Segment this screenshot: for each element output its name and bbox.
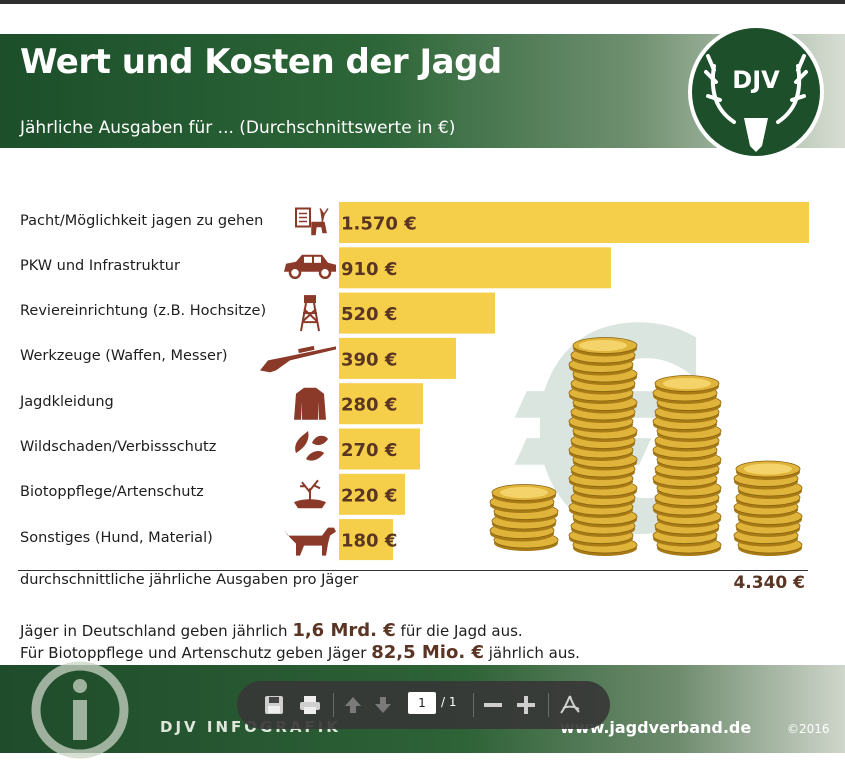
bar-4: [339, 337, 456, 379]
zoom-out-icon: [484, 703, 502, 707]
bar-8: [339, 519, 393, 561]
bar-7: [339, 473, 405, 515]
fact-line-2: Für Biotoppflege und Artenschutz geben J…: [20, 642, 580, 663]
bar-value-label-3: 520 €: [341, 304, 397, 325]
toolbar-separator: [548, 693, 549, 717]
bar-6: [339, 428, 420, 470]
bar-3: [339, 292, 495, 334]
footer-copyright: ©2016: [787, 722, 830, 736]
zoom-in-button[interactable]: [513, 681, 539, 729]
total-divider: [18, 570, 808, 571]
acrobat-icon: [560, 695, 580, 714]
category-label-8: Sonstiges (Hund, Material): [20, 529, 213, 546]
top-rule: [0, 0, 845, 4]
dog-icon: [284, 527, 336, 556]
bar-value-label-4: 390 €: [341, 349, 397, 370]
document-deer-icon: [295, 207, 329, 236]
save-button[interactable]: [259, 681, 289, 729]
next-page-button[interactable]: [370, 681, 396, 729]
category-label-5: Jagdkleidung: [20, 393, 114, 410]
fact-highlight-1: 1,6 Mrd. €: [292, 620, 396, 641]
bar-value-label-6: 270 €: [341, 440, 397, 461]
toolbar-separator: [333, 693, 334, 717]
arrow-down-icon: [375, 697, 391, 713]
category-label-6: Wildschaden/Verbissschutz: [20, 439, 217, 455]
print-icon: [300, 696, 320, 714]
page-subtitle: Jährliche Ausgaben für ... (Durchschnitt…: [20, 118, 456, 138]
info-icon: [31, 661, 129, 759]
acrobat-button[interactable]: [555, 681, 585, 729]
car-icon: [284, 254, 336, 280]
hunting-stand-icon: [300, 295, 320, 332]
total-value: 4.340 €: [733, 573, 805, 593]
zoom-in-icon: [517, 696, 535, 714]
bar-1: [339, 202, 809, 243]
zoom-out-button[interactable]: [480, 681, 506, 729]
page-total: / 1: [441, 695, 457, 709]
category-label-3: Reviereinrichtung (z.B. Hochsitze): [20, 303, 267, 320]
bar-value-label-5: 280 €: [341, 395, 397, 416]
page-title: Wert und Kosten der Jagd: [20, 42, 502, 82]
djv-logo: DJV: [688, 24, 824, 160]
fact-line-1: Jäger in Deutschland geben jährlich 1,6 …: [20, 620, 523, 641]
total-label: durchschnittliche jährliche Ausgaben pro…: [20, 572, 359, 588]
previous-page-button[interactable]: [340, 681, 366, 729]
bar-value-label-7: 220 €: [341, 485, 397, 506]
tree-hand-icon: [294, 479, 326, 509]
toolbar-separator: [473, 693, 474, 717]
page-number-input[interactable]: 1: [408, 692, 436, 714]
footer-url[interactable]: www.jagdverband.de: [560, 718, 752, 737]
arrow-up-icon: [345, 697, 361, 713]
logo-text: DJV: [732, 66, 780, 94]
category-label-7: Biotoppflege/Artenschutz: [20, 484, 204, 501]
rifle-icon: [260, 345, 336, 373]
bar-value-label-8: 180 €: [341, 531, 397, 552]
category-label-2: PKW und Infrastruktur: [20, 257, 180, 274]
category-label-1: Pacht/Möglichkeit jagen zu gehen: [20, 212, 264, 229]
bar-value-label-1: 1.570 €: [341, 214, 417, 235]
save-icon: [265, 696, 283, 714]
bar-value-label-2: 910 €: [341, 259, 397, 280]
jacket-icon: [294, 387, 326, 420]
print-button[interactable]: [295, 681, 325, 729]
leaves-icon: [295, 431, 328, 461]
bar-2: [339, 247, 611, 289]
category-label-4: Werkzeuge (Waffen, Messer): [20, 348, 228, 365]
bar-5: [339, 383, 423, 425]
fact-highlight-2: 82,5 Mio. €: [371, 642, 484, 663]
